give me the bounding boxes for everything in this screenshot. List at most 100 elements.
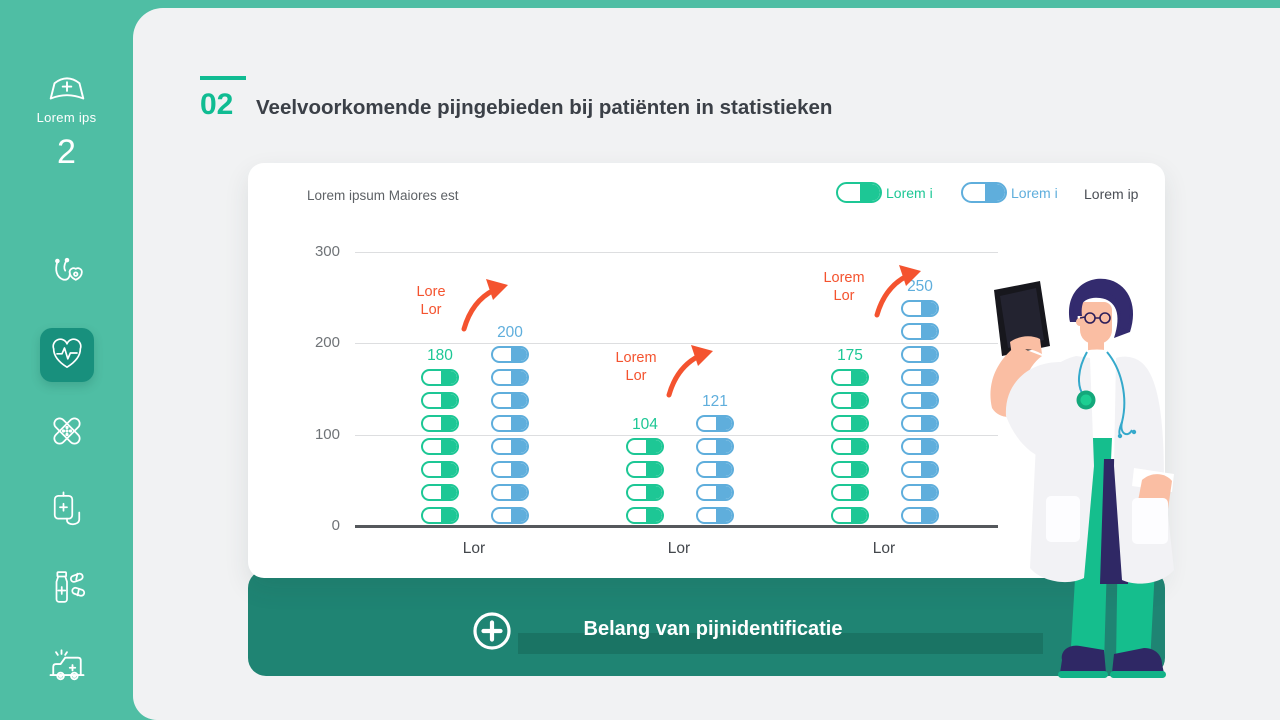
doctor-illustration [976,266,1208,691]
pill-icon [421,392,459,409]
pill-icon [491,415,529,432]
iv-drip-icon [46,488,88,535]
chart-card: Lorem ipsum Maiores est Lorem i Lorem i Lo… [248,163,1165,578]
pill-icon [626,438,664,455]
pill-icon [901,392,939,409]
pill-icon [901,461,939,478]
legend-capsule-icon[interactable] [961,182,1007,203]
pill-icon [491,369,529,386]
pill-icon [421,461,459,478]
section-number: 02 [200,88,234,121]
plus-circle-icon[interactable] [472,611,512,651]
y-axis-tick-label: 100 [314,425,340,443]
pill-icon [696,507,734,524]
legend-capsule-icon[interactable] [836,182,882,203]
chart-subtitle: Lorem ipsum Maiores est [307,188,459,203]
main-canvas: 02 Veelvoorkomende pijngebieden bij pati… [133,8,1280,720]
pill-icon [491,484,529,501]
nurse-cap-icon [0,70,133,106]
y-axis-tick-label: 200 [314,334,340,352]
page-title: Veelvoorkomende pijngebieden bij patiënt… [256,96,833,119]
pill-icon [421,415,459,432]
pill-icon [696,415,734,432]
value-label: 121 [702,393,728,410]
sidebar-nav [0,250,133,694]
x-axis-category-label: Lor [462,540,486,557]
legend-item[interactable]: Lorem i [961,182,1058,203]
sidebar-item-ambulance[interactable] [40,640,94,694]
pill-icon [696,438,734,455]
pill-icon [491,461,529,478]
x-axis-line [355,525,998,528]
section-header: 02 [200,76,246,122]
footer-label: Belang van pijnidentificatie [583,618,843,640]
trend-annotation-text: Lorem Lor [615,350,657,384]
pill-icon [626,507,664,524]
legend-label: Lorem i [886,184,933,201]
legend-item[interactable]: Lorem ip [1084,186,1138,202]
gridline [355,343,998,345]
trend-annotation: Lore Lor [400,279,510,338]
trend-annotation: Lorem Lor [813,265,923,324]
pill-icon [696,484,734,501]
stethoscope-icon [1076,351,1137,439]
sidebar-item-stethoscope[interactable] [40,250,94,304]
sidebar-item-medicine[interactable] [40,562,94,616]
trend-arrow-icon [874,265,923,324]
pill-icon [901,346,939,363]
sidebar-brand-label: Lorem ips [36,110,97,125]
pill-icon [491,438,529,455]
pill-icon [626,484,664,501]
legend-item[interactable]: Lorem i [836,182,933,203]
pill-icon [831,369,869,386]
pill-stack [491,346,529,524]
pill-icon [901,507,939,524]
legend-label: Lorem i [1011,184,1058,201]
pill-stack [421,369,459,524]
trend-annotation: Lorem Lor [605,345,715,404]
pill-stack [696,415,734,524]
pill-icon [491,346,529,363]
pill-icon [831,484,869,501]
pill-icon [901,484,939,501]
header-accent-rule [200,76,246,80]
pill-icon [421,369,459,386]
pill-icon [831,415,869,432]
gridline [355,434,998,436]
y-axis-tick-label: 300 [314,243,340,261]
page-number: 2 [57,133,76,171]
pill-icon [491,507,529,524]
bandage-icon [46,410,88,457]
pill-stack [626,438,664,524]
sidebar-item-heart-pulse[interactable] [39,328,94,382]
x-axis-category-label: Lor [872,540,896,557]
trend-annotation-text: Lore Lor [416,284,446,318]
footer-banner[interactable]: Belang van pijnidentificatie [248,570,1165,676]
footer-highlight-band [518,633,1043,654]
value-label: 200 [497,324,523,341]
pill-icon [901,369,939,386]
value-label: 250 [907,278,933,295]
stethoscope-heart-icon [46,254,88,301]
value-label: 180 [427,347,453,364]
pill-icon [831,392,869,409]
trend-arrow-icon [461,279,510,338]
pill-icon [901,323,939,340]
pill-stack [901,300,939,524]
heart-pulse-icon [47,333,87,378]
pill-icon [421,484,459,501]
ambulance-icon [45,643,89,692]
sidebar: Lorem ips 2 [0,0,133,720]
pill-icon [831,438,869,455]
y-axis-tick-label: 0 [331,517,340,534]
pill-icon [626,461,664,478]
value-label: 104 [632,416,658,433]
trend-arrow-icon [666,345,715,404]
value-label: 175 [837,347,863,364]
sidebar-item-bandage[interactable] [40,406,94,460]
sidebar-brand: Lorem ips 2 [0,70,133,172]
glasses-icon [1079,312,1111,324]
pill-icon [901,415,939,432]
pill-icon [901,300,939,317]
sidebar-item-iv-drip[interactable] [40,484,94,538]
